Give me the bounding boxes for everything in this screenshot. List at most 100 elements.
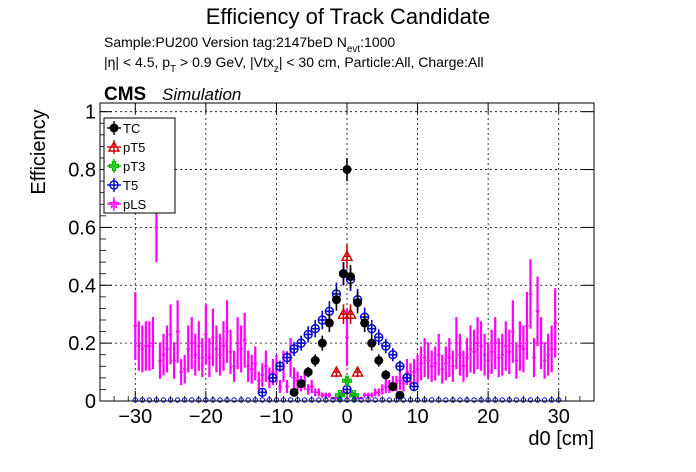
x-tick-label: 0 [341,406,352,428]
subtitle-line1-end: :1000 [360,34,395,50]
subtitle-line2-c: | < 30 cm, Particle:All, Charge:All [279,54,484,70]
legend-entry-pLS: pLS [107,197,146,212]
baseline-marker [386,397,393,403]
baseline-marker [245,397,251,403]
data-point-TC [109,123,119,133]
data-point-TC [381,370,391,380]
baseline-marker [287,397,294,403]
series-pT5 [330,244,364,378]
data-point-T5 [310,323,320,334]
data-point-pT3 [108,160,120,172]
data-point-pT5 [351,365,364,377]
y-axis-title: Efficiency [28,109,50,194]
chart-title: Efficiency of Track Candidate [206,4,491,29]
data-point-TC [289,387,299,397]
data-point-TC [346,272,356,282]
subtitle-line1-subscript: evt [347,44,361,55]
subtitle-line2-a-sub: T [170,64,176,75]
data-point-pT3 [334,390,346,401]
legend-label-T5: T5 [123,178,138,193]
y-tick-label: 0.4 [68,275,96,297]
subtitle-line2-b: > 0.9 GeV, |Vtx [176,54,274,70]
data-point-TC [367,338,377,348]
baseline-marker [527,397,534,403]
data-point-TC [317,338,327,348]
axis-layer: −30 −20 −10 0 10 20 30 0 0.2 0.4 0.6 0.8 1 [68,102,595,428]
data-point-T5 [275,361,285,371]
baseline-marker [428,397,435,403]
y-tick-label: 0.8 [68,160,96,182]
data-point-T5 [289,344,299,354]
data-point-T5 [388,350,398,360]
subtitle-line1-text: Sample:PU200 Version tag:2147beD N [104,34,347,50]
data-point-T5 [395,361,405,371]
y-tick-label: 0.2 [68,333,96,355]
data-point-T5 [109,180,119,190]
baseline-marker [330,397,336,403]
data-point-T5 [296,338,306,348]
data-point-TC [324,318,334,328]
data-point-pT5 [107,140,121,152]
baseline-marker [301,397,308,403]
x-tick-label: 30 [548,406,570,428]
data-point-TC [303,367,313,377]
data-point-pT3 [341,375,353,386]
data-point-T5 [409,381,419,392]
legend-label-pT5: pT5 [123,140,145,155]
legend-entry-pT5: pT5 [107,140,145,155]
baseline-marker [471,397,477,403]
series-pT3 [334,375,360,401]
data-point-TC [296,379,306,389]
subtitle-line2-a: |η| < 4.5, p [104,54,170,70]
legend-label-pLS: pLS [123,197,146,212]
baseline-marker [541,397,548,403]
data-point-TC [342,165,352,175]
series-TC [289,157,405,400]
x-tick-label: −10 [259,406,293,428]
data-point-TC [353,298,363,308]
data-point-pT5 [340,249,354,262]
y-tick-label: 0 [85,391,96,413]
baseline-marker [217,397,223,403]
baseline-marker [499,397,505,403]
data-point-TC [374,355,384,365]
legend-label-pT3: pT3 [123,159,145,174]
legend-entry-T5: T5 [107,178,138,193]
data-point-T5 [303,329,313,340]
series-pLS [133,192,557,400]
data-point-pT5 [330,365,343,377]
x-tick-label: 10 [406,406,428,428]
data-point-TC [388,382,398,392]
chart-subtitle-line1: Sample:PU200 Version tag:2147beD Nevt:10… [104,34,395,55]
x-axis-title: d0 [cm] [528,428,594,450]
data-point-pT5 [337,307,350,319]
data-point-pT3 [348,390,360,401]
baseline-marker [189,397,195,403]
baseline-marker [358,397,364,403]
data-point-TC [310,355,320,365]
legend: TC pT5 pT3 T5 pLS [103,117,176,214]
data-point-T5 [381,341,391,351]
baseline-marker [400,397,407,403]
legend-label-TC: TC [123,121,140,136]
subtitle-line2-b-sub: z [274,64,279,75]
data-point-T5 [402,373,412,383]
data-point-pT5 [344,307,357,319]
data-point-pLS [108,198,120,209]
baseline-marker [231,397,237,403]
data-point-TC [360,318,370,328]
chart-subtitle-line2: |η| < 4.5, pT > 0.9 GeV, |Vtxz| < 30 cm,… [104,54,484,75]
baseline-marker [457,397,463,403]
simulation-label: Simulation [162,85,241,104]
data-point-TC [395,390,405,400]
baseline-marker [160,397,167,403]
data-point-TC [331,295,341,305]
data-point-T5 [268,373,278,383]
legend-entry-TC: TC [107,121,140,136]
data-point-T5 [257,387,268,398]
baseline-marker [146,397,153,403]
x-tick-label: −30 [118,406,152,428]
data-point-T5 [374,332,384,343]
x-tick-label: −20 [189,406,223,428]
